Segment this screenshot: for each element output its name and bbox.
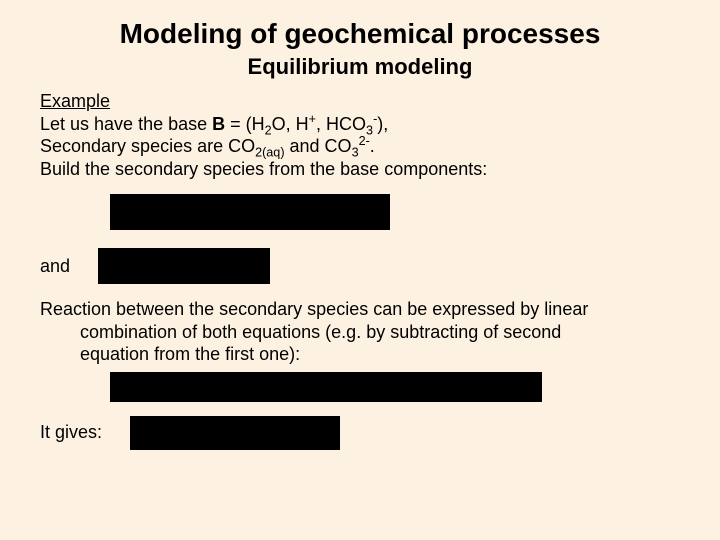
txt: ), <box>377 114 388 134</box>
txt: . <box>370 136 375 156</box>
example-underlined: Example <box>40 91 110 111</box>
paragraph-reaction: Reaction between the secondary species c… <box>40 298 680 366</box>
txt: , HCO <box>316 114 366 134</box>
equation-row-3 <box>40 372 680 402</box>
and-label: and <box>40 255 70 278</box>
txt: O, H <box>272 114 309 134</box>
example-heading: Example <box>40 90 680 113</box>
para-line-2: combination of both equations (e.g. by s… <box>40 321 680 344</box>
base-letter: B <box>212 114 225 134</box>
txt: and CO <box>285 136 352 156</box>
line-build: Build the secondary species from the bas… <box>40 158 680 181</box>
redacted-block-3 <box>110 372 542 402</box>
sup: + <box>309 112 316 126</box>
txt: = (H <box>225 114 265 134</box>
para-line-3: equation from the first one): <box>40 343 680 366</box>
redacted-block-4 <box>130 416 340 450</box>
body-text: Example Let us have the base B = (H2O, H… <box>40 90 680 450</box>
para-line-1: Reaction between the secondary species c… <box>40 298 680 321</box>
line-base-definition: Let us have the base B = (H2O, H+, HCO3-… <box>40 113 680 136</box>
it-gives-label: It gives: <box>40 421 102 444</box>
txt: Let us have the base <box>40 114 212 134</box>
sup: 2- <box>359 134 370 148</box>
redacted-block-2 <box>98 248 270 284</box>
slide-subtitle: Equilibrium modeling <box>40 54 680 80</box>
equation-row-and: and <box>40 248 680 284</box>
redacted-block-1 <box>110 194 390 230</box>
equation-row-1 <box>40 194 680 230</box>
it-gives-row: It gives: <box>40 416 680 450</box>
line-secondary-species: Secondary species are CO2(aq) and CO32-. <box>40 135 680 158</box>
txt: Secondary species are CO <box>40 136 255 156</box>
slide-title: Modeling of geochemical processes <box>40 18 680 50</box>
slide: Modeling of geochemical processes Equili… <box>0 0 720 540</box>
